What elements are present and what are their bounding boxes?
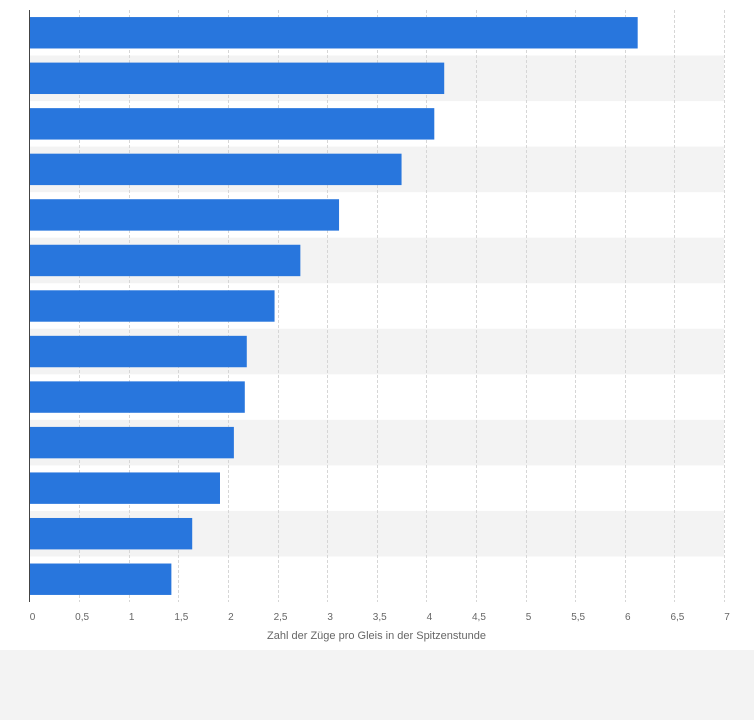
bar[interactable] (29, 472, 220, 504)
x-tick-label: 5 (526, 612, 532, 623)
x-tick-label: 0,5 (75, 612, 89, 623)
bar[interactable] (29, 153, 402, 186)
bar[interactable] (29, 335, 247, 368)
bar[interactable] (29, 199, 340, 231)
bar[interactable] (29, 426, 234, 459)
bar[interactable] (29, 517, 193, 550)
x-tick-label: 7 (724, 612, 730, 623)
x-tick-label: 0 (30, 612, 36, 623)
bar[interactable] (29, 62, 445, 95)
x-tick-label: 5,5 (571, 612, 585, 623)
x-tick-label: 2,5 (274, 612, 288, 623)
bar[interactable] (29, 563, 172, 595)
chart-panel: 0 0,5 1 1,5 2 2,5 3 3,5 4 4,5 5 5,5 6 6,5 7 Zahl der Z… (0, 0, 754, 650)
x-tick-label: 6 (625, 612, 631, 623)
bar[interactable] (29, 381, 245, 413)
x-tick-label: 4,5 (472, 612, 486, 623)
bar[interactable] (29, 17, 638, 49)
bar[interactable] (29, 108, 435, 140)
x-tick-label: 3 (327, 612, 333, 623)
bar[interactable] (29, 290, 275, 322)
x-tick-label: 3,5 (373, 612, 387, 623)
x-tick-label: 1,5 (174, 612, 188, 623)
x-tick-labels: 0 0,5 1 1,5 2 2,5 3 3,5 4 4,5 5 5,5 6 6,5 7 (30, 612, 731, 623)
x-tick-label: 4 (427, 612, 433, 623)
x-tick-label: 6,5 (670, 612, 684, 623)
bar[interactable] (29, 244, 301, 277)
x-tick-label: 1 (129, 612, 135, 623)
bar-chart: 0 0,5 1 1,5 2 2,5 3 3,5 4 4,5 5 5,5 6 6,5 7 (29, 10, 731, 623)
bars (29, 17, 638, 595)
x-axis-title: Zahl der Züge pro Gleis in der Spitzenst… (267, 630, 486, 642)
x-tick-label: 2 (228, 612, 234, 623)
